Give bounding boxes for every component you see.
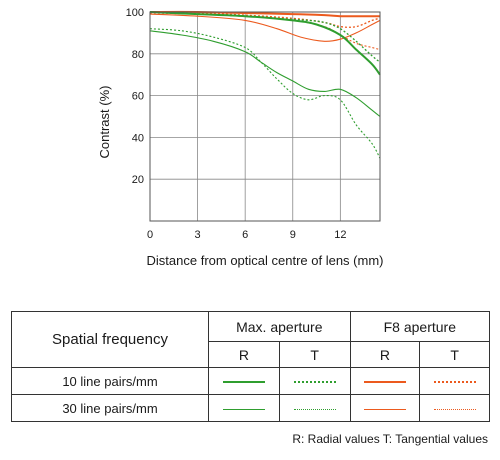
y-tick-label: 80	[132, 49, 144, 61]
legend-swatch-orange-solid-thick	[363, 381, 406, 384]
header-f8-t: T	[419, 341, 490, 368]
legend-swatch-green-solid-thick	[222, 381, 265, 384]
cell-30-f8-t	[419, 394, 490, 422]
cell-10-max-t	[278, 367, 351, 395]
cell-10-max-r	[208, 367, 280, 395]
footnote: R: Radial values T: Tangential values	[292, 432, 488, 446]
x-axis-label: Distance from optical centre of lens (mm…	[147, 253, 384, 268]
legend-swatch-green-dotted-thick	[293, 381, 336, 384]
legend-swatch-green-solid-thin	[222, 408, 265, 410]
header-spatial-frequency: Spatial frequency	[11, 311, 209, 368]
y-tick-label: 60	[132, 91, 144, 103]
cell-30-f8-r	[349, 394, 421, 422]
grid-lines	[150, 12, 380, 221]
x-tick-label: 12	[334, 229, 346, 241]
y-tick-label: 100	[126, 7, 144, 19]
y-tick-label: 20	[132, 174, 144, 186]
series-line-2	[149, 11, 381, 28]
header-max-aperture: Max. aperture	[208, 311, 351, 342]
x-tick-label: 6	[242, 229, 248, 241]
series-line-3	[149, 13, 381, 42]
cell-10-f8-t	[419, 367, 490, 395]
cell-10-f8-r	[349, 367, 421, 395]
legend-swatch-orange-dotted-thick	[433, 381, 476, 384]
x-tick-label: 9	[290, 229, 296, 241]
mtf-chart: 0 3 6 9 12 20 40 60 80 100 Distance from optical …	[97, 7, 384, 268]
header-max-r: R	[208, 341, 280, 368]
plot-frame	[149, 11, 381, 222]
legend-table: Spatial frequency Max. aperture F8 apert…	[11, 311, 491, 422]
legend-swatch-green-dotted-thin	[293, 408, 336, 410]
x-tick-label: 0	[147, 229, 153, 241]
series-line-7	[149, 30, 381, 117]
series-lines	[149, 10, 381, 159]
row-30-label: 30 line pairs/mm	[11, 394, 209, 422]
series-line-6	[149, 11, 381, 63]
header-max-t: T	[278, 341, 351, 368]
legend-swatch-orange-solid-thin	[363, 408, 406, 410]
header-f8-r: R	[349, 341, 421, 368]
cell-30-max-r	[208, 394, 280, 422]
series-line-8	[149, 28, 381, 159]
header-f8-aperture: F8 aperture	[349, 311, 491, 342]
row-10-label: 10 line pairs/mm	[11, 367, 209, 395]
y-axis-label: Contrast (%)	[97, 86, 112, 159]
cell-30-max-t	[278, 394, 351, 422]
x-tick-label: 3	[195, 229, 201, 241]
tick-labels: 0 3 6 9 12 20 40 60 80 100	[126, 7, 347, 241]
y-tick-label: 40	[132, 132, 144, 144]
legend-swatch-orange-dotted-thin	[433, 408, 476, 410]
